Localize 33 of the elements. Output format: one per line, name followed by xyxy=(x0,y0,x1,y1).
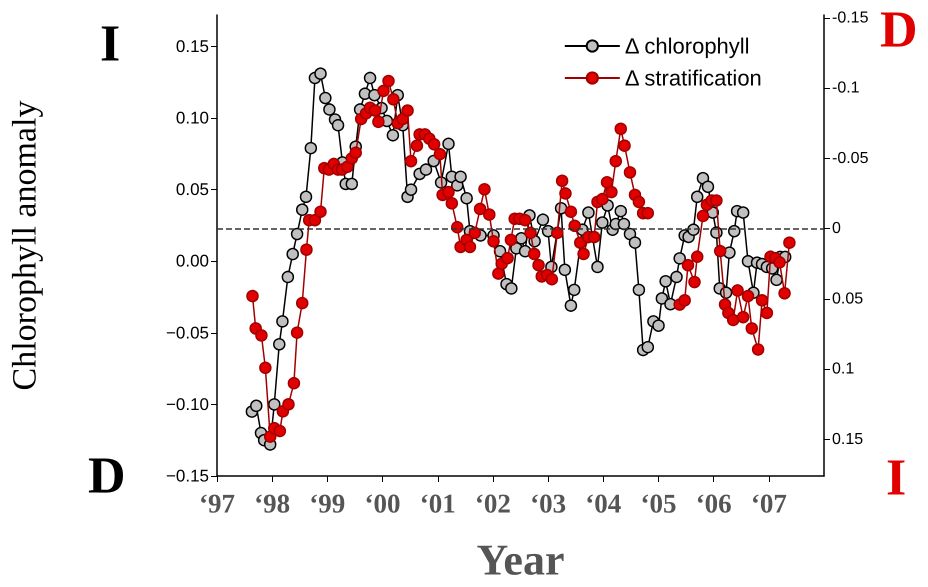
y-tick-label: 0.05 xyxy=(176,180,209,200)
x-tick-label: ‘05 xyxy=(640,488,677,518)
x-tick-label: ‘99 xyxy=(309,488,346,518)
x-tick-label: ‘02 xyxy=(474,488,511,518)
y-tick-label: 0.15 xyxy=(176,36,209,56)
y-axis-title: Chlorophyll anomaly xyxy=(6,100,44,390)
y2-tick-label: -0.05 xyxy=(832,150,869,167)
y-tick-label: −0.15 xyxy=(166,466,209,486)
y2-tick-label: 0 xyxy=(832,220,841,238)
x-axis-title: Year xyxy=(476,536,564,584)
text: I xyxy=(886,450,906,506)
x-tick-label: ‘07 xyxy=(750,488,787,518)
text: I xyxy=(100,16,120,72)
y2-tick-label: 0.05 xyxy=(832,290,864,308)
y2-tick-label: -0.15 xyxy=(832,9,869,26)
text: D xyxy=(88,448,126,504)
y-tick-label: −0.10 xyxy=(166,394,209,414)
y2-tick-label: 0.1 xyxy=(832,360,854,378)
x-tick-label: ‘04 xyxy=(585,488,622,518)
legend-label: Δ stratification xyxy=(624,66,762,90)
y-tick-label: 0.00 xyxy=(176,252,209,271)
x-tick-label: ‘97 xyxy=(199,488,235,518)
x-tick-label: ‘00 xyxy=(364,488,400,518)
text: D xyxy=(880,2,918,58)
x-tick-label: ‘01 xyxy=(420,488,456,518)
legend-label: Δ chlorophyll xyxy=(624,34,750,58)
y-tick-label: 0.10 xyxy=(176,108,209,128)
y2-tick-label: 0.15 xyxy=(832,430,864,448)
y-tick-label: −0.05 xyxy=(166,323,209,342)
x-tick-label: ‘06 xyxy=(696,488,732,518)
y2-tick-label: -0.1 xyxy=(832,80,860,97)
x-tick-label: ‘03 xyxy=(530,488,566,518)
x-tick-label: ‘98 xyxy=(254,488,290,518)
